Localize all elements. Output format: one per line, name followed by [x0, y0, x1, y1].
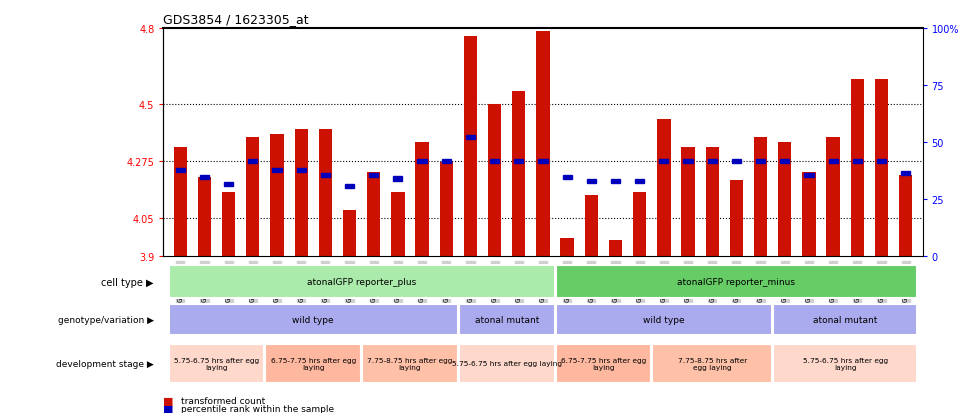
Bar — [391, 193, 405, 256]
Text: 6.75-7.75 hrs after egg
laying: 6.75-7.75 hrs after egg laying — [271, 357, 356, 370]
Bar — [345, 185, 355, 189]
Bar — [756, 159, 765, 164]
Bar — [297, 168, 306, 172]
Bar — [246, 138, 259, 256]
Text: 7.75-8.75 hrs after egg
laying: 7.75-8.75 hrs after egg laying — [367, 357, 453, 370]
Bar — [393, 177, 403, 181]
Bar — [754, 138, 767, 256]
Bar — [555, 266, 917, 298]
Bar — [176, 168, 185, 172]
Bar — [169, 266, 554, 298]
Bar — [774, 304, 917, 336]
Text: atonal mutant: atonal mutant — [813, 316, 877, 325]
Bar — [778, 142, 792, 256]
Bar — [538, 159, 548, 164]
Bar — [705, 147, 719, 256]
Bar — [611, 180, 620, 184]
Bar — [464, 36, 477, 256]
Bar — [415, 142, 429, 256]
Bar — [466, 135, 475, 140]
Text: GDS3854 / 1623305_at: GDS3854 / 1623305_at — [163, 13, 309, 26]
Bar — [536, 31, 550, 256]
Bar — [174, 147, 187, 256]
Bar — [876, 159, 886, 164]
Text: 5.75-6.75 hrs after egg
laying: 5.75-6.75 hrs after egg laying — [802, 357, 888, 370]
Bar — [442, 159, 451, 164]
Bar — [635, 180, 644, 184]
Bar — [901, 172, 910, 176]
Bar — [659, 159, 669, 164]
Text: ■: ■ — [163, 404, 174, 413]
Bar — [270, 135, 283, 256]
Text: 5.75-6.75 hrs after egg
laying: 5.75-6.75 hrs after egg laying — [174, 357, 259, 370]
Bar — [169, 344, 264, 383]
Bar — [681, 147, 695, 256]
Bar — [319, 130, 332, 256]
Bar — [272, 168, 282, 172]
Bar — [222, 193, 235, 256]
Bar — [555, 344, 652, 383]
Text: development stage ▶: development stage ▶ — [56, 359, 154, 368]
Bar — [490, 159, 499, 164]
Text: wild type: wild type — [643, 316, 684, 325]
Text: atonal mutant: atonal mutant — [475, 316, 539, 325]
Text: genotype/variation ▶: genotype/variation ▶ — [58, 316, 154, 325]
Bar — [657, 120, 671, 256]
Bar — [265, 344, 361, 383]
Bar — [224, 182, 234, 186]
Bar — [367, 173, 381, 256]
Bar — [562, 176, 572, 180]
Bar — [560, 238, 574, 256]
Bar — [899, 175, 912, 256]
Bar — [774, 344, 917, 383]
Bar — [458, 344, 554, 383]
Bar — [169, 304, 457, 336]
Bar — [321, 173, 330, 177]
Bar — [200, 176, 209, 180]
Bar — [294, 130, 308, 256]
Bar — [587, 180, 596, 184]
Text: cell type ▶: cell type ▶ — [101, 277, 154, 287]
Bar — [802, 173, 816, 256]
Bar — [369, 173, 379, 177]
Bar — [609, 241, 622, 256]
Bar — [248, 159, 258, 164]
Bar — [729, 180, 743, 256]
Bar — [584, 195, 598, 256]
Bar — [852, 159, 862, 164]
Bar — [707, 159, 717, 164]
Bar — [514, 159, 524, 164]
Bar — [555, 304, 773, 336]
Bar — [343, 211, 357, 256]
Text: ■: ■ — [163, 396, 174, 406]
Bar — [875, 79, 888, 256]
Text: 6.75-7.75 hrs after egg
laying: 6.75-7.75 hrs after egg laying — [561, 357, 646, 370]
Text: 7.75-8.75 hrs after
egg laying: 7.75-8.75 hrs after egg laying — [678, 357, 747, 370]
Bar — [488, 104, 502, 256]
Bar — [683, 159, 693, 164]
Bar — [826, 138, 840, 256]
Bar — [458, 304, 554, 336]
Bar — [633, 193, 647, 256]
Bar — [653, 344, 773, 383]
Text: atonalGFP reporter_plus: atonalGFP reporter_plus — [307, 278, 416, 286]
Bar — [362, 344, 457, 383]
Text: percentile rank within the sample: percentile rank within the sample — [181, 404, 333, 413]
Text: wild type: wild type — [292, 316, 334, 325]
Bar — [417, 159, 427, 164]
Bar — [439, 163, 453, 256]
Bar — [780, 159, 789, 164]
Bar — [828, 159, 838, 164]
Bar — [731, 159, 741, 164]
Text: 5.75-6.75 hrs after egg laying: 5.75-6.75 hrs after egg laying — [452, 361, 561, 366]
Bar — [804, 173, 814, 177]
Text: transformed count: transformed count — [181, 396, 265, 405]
Text: atonalGFP reporter_minus: atonalGFP reporter_minus — [678, 278, 796, 286]
Bar — [198, 178, 211, 256]
Bar — [850, 79, 864, 256]
Bar — [512, 92, 526, 256]
